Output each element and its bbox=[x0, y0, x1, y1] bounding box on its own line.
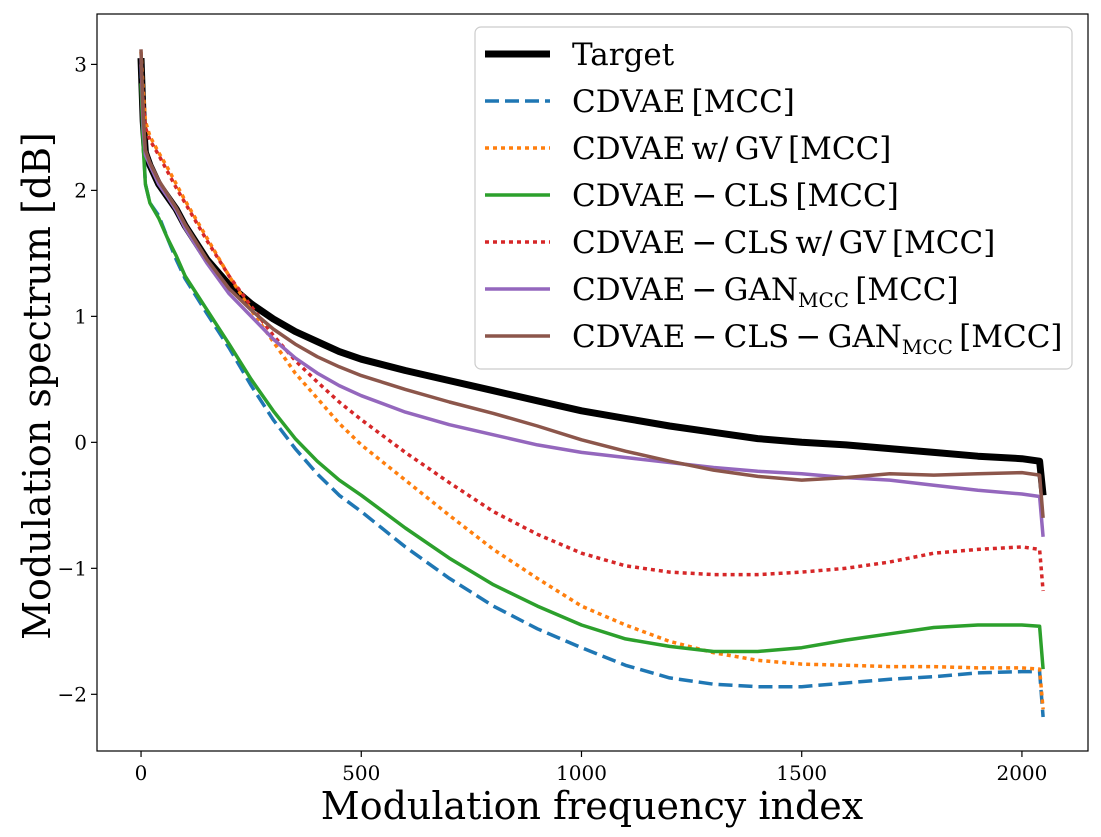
legend-label-2: CDVAE w/ GV [MCC] bbox=[572, 131, 891, 167]
legend-label-main: CDVAE w/ GV [MCC] bbox=[572, 131, 891, 167]
x-tick-label: 1500 bbox=[776, 761, 827, 785]
legend-label-main: CDVAE − CLS [MCC] bbox=[572, 178, 899, 214]
legend-label-main: CDVAE − GAN bbox=[572, 272, 798, 308]
legend-label-main: CDVAE [MCC] bbox=[572, 84, 795, 120]
legend-label-subscript: MCC bbox=[798, 288, 849, 312]
y-tick-label: 1 bbox=[74, 304, 87, 328]
x-axis-title: Modulation frequency index bbox=[321, 784, 863, 828]
x-tick-label: 1000 bbox=[556, 761, 607, 785]
legend-label-subscript: MCC bbox=[902, 335, 953, 359]
legend-box bbox=[474, 26, 1073, 370]
legend-label-1: CDVAE [MCC] bbox=[572, 84, 795, 120]
y-tick-label: −1 bbox=[58, 556, 87, 580]
y-tick-label: −2 bbox=[58, 682, 87, 706]
x-tick-label: 2000 bbox=[996, 761, 1047, 785]
legend-label-tail: [MCC] bbox=[953, 319, 1063, 355]
legend-label-tail: [MCC] bbox=[849, 272, 959, 308]
y-tick-label: 3 bbox=[74, 52, 87, 76]
legend: Target CDVAE [MCC] CDVAE w/ GV [MCC] CDVAE … bbox=[474, 26, 1073, 370]
legend-label-0: Target bbox=[572, 37, 675, 73]
legend-label-6: CDVAE − CLS − GANMCC [MCC] bbox=[572, 319, 1063, 359]
legend-label-main: CDVAE − CLS − GAN bbox=[572, 319, 902, 355]
legend-label-5: CDVAE − GANMCC [MCC] bbox=[572, 272, 959, 312]
legend-label-3: CDVAE − CLS [MCC] bbox=[572, 178, 899, 214]
y-axis-title: Modulation spectrum [dB] bbox=[15, 132, 59, 640]
plot-frame bbox=[96, 13, 1089, 752]
series-line-4 bbox=[139, 64, 1045, 592]
y-tick-label: 2 bbox=[74, 178, 87, 202]
x-tick-label: 0 bbox=[135, 761, 148, 785]
x-tick-label: 500 bbox=[342, 761, 380, 785]
x-ticks: 0 500 1000 1500 2000 bbox=[135, 751, 1047, 785]
legend-items: Target CDVAE [MCC] CDVAE w/ GV [MCC] CDVAE … bbox=[485, 37, 1063, 359]
plot-lines bbox=[137, 49, 1047, 718]
legend-label-4: CDVAE − CLS w/ GV [MCC] bbox=[572, 225, 995, 261]
legend-label-main: CDVAE − CLS w/ GV [MCC] bbox=[572, 225, 995, 261]
y-ticks: 3 2 1 0 −1 −2 bbox=[58, 52, 97, 706]
y-tick-label: 0 bbox=[74, 430, 87, 454]
series-line-6 bbox=[139, 49, 1045, 519]
series-line-3 bbox=[139, 83, 1045, 670]
